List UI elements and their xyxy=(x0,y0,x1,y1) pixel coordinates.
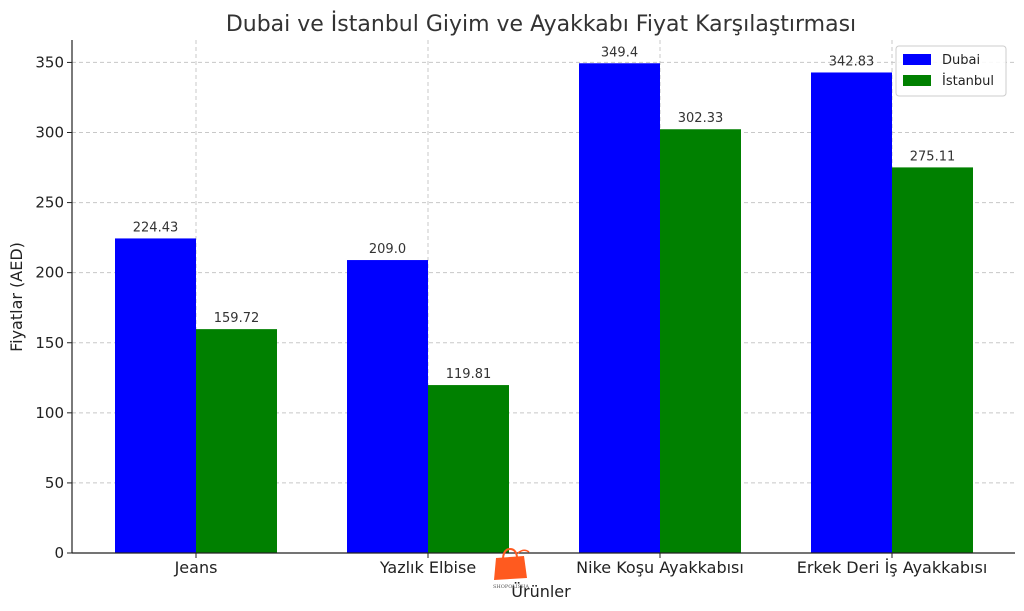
x-tick-label: Jeans xyxy=(174,558,218,577)
bar-dubai xyxy=(347,260,428,553)
bar-dubai xyxy=(115,238,196,553)
bar-dubai xyxy=(811,72,892,553)
watermark-text: SHOPOLISHA xyxy=(493,584,529,590)
x-tick-label: Yazlık Elbise xyxy=(379,558,476,577)
x-tick-label: Nike Koşu Ayakkabısı xyxy=(576,558,744,577)
y-tick-label: 300 xyxy=(35,124,64,142)
bar-istanbul xyxy=(892,167,973,553)
data-label: 224.43 xyxy=(133,220,179,235)
data-label: 349.4 xyxy=(601,45,638,60)
y-tick-label: 0 xyxy=(54,544,64,562)
shopping-bag-icon xyxy=(494,556,527,580)
bag-handle xyxy=(502,547,518,559)
data-label: 302.33 xyxy=(678,111,724,126)
y-tick-label: 250 xyxy=(35,194,64,212)
watermark-logo: SHOPOLISHA xyxy=(493,547,530,590)
data-label: 342.83 xyxy=(829,54,875,69)
y-tick-label: 50 xyxy=(45,474,64,492)
x-axis-title: Ürünler xyxy=(511,582,571,601)
legend-swatch xyxy=(903,54,931,65)
bar-istanbul xyxy=(660,129,741,553)
axes xyxy=(67,40,1015,558)
bar-dubai xyxy=(579,63,660,553)
legend-label: Dubai xyxy=(942,53,980,68)
x-tick-label: Erkek Deri İş Ayakkabısı xyxy=(797,558,988,577)
bar-istanbul xyxy=(428,385,509,553)
tick-labels: 0 50 100 150 200 250 300 350 Jeans Yazlık Elbise N… xyxy=(35,53,987,577)
data-label: 209.0 xyxy=(369,242,406,257)
data-label: 275.11 xyxy=(910,149,956,164)
y-axis-title: Fiyatlar (AED) xyxy=(7,242,26,352)
chart-title: Dubai ve İstanbul Giyim ve Ayakkabı Fiya… xyxy=(226,11,856,37)
bag-swoosh xyxy=(517,549,530,554)
bar-istanbul xyxy=(196,329,277,553)
data-label: 159.72 xyxy=(214,311,260,326)
y-tick-label: 350 xyxy=(35,53,64,71)
legend-label: İstanbul xyxy=(942,73,994,89)
y-tick-label: 150 xyxy=(35,334,64,352)
data-labels: 224.43 209.0 349.4 342.83 159.72 119.81 302.33… xyxy=(133,45,956,382)
legend-swatch xyxy=(903,75,931,86)
y-tick-label: 100 xyxy=(35,404,64,422)
data-label: 119.81 xyxy=(446,367,492,382)
bars xyxy=(115,63,973,553)
legend: Dubai İstanbul xyxy=(895,45,1007,97)
y-tick-label: 200 xyxy=(35,264,64,282)
